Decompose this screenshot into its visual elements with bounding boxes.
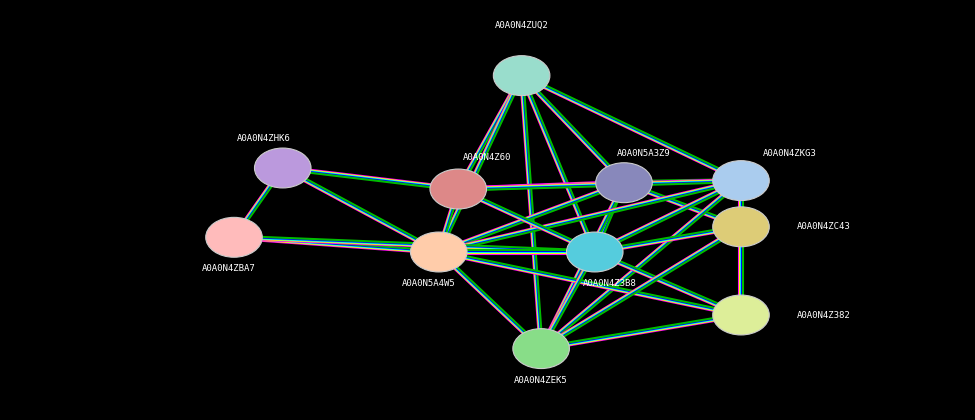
Text: A0A0N4ZUQ2: A0A0N4ZUQ2 bbox=[494, 21, 549, 30]
Text: A0A0N4ZBA7: A0A0N4ZBA7 bbox=[202, 264, 256, 273]
Text: A0A0N4Z3B8: A0A0N4Z3B8 bbox=[582, 279, 637, 288]
Ellipse shape bbox=[566, 232, 623, 272]
Ellipse shape bbox=[410, 232, 467, 272]
Ellipse shape bbox=[713, 161, 769, 200]
Text: A0A0N4Z60: A0A0N4Z60 bbox=[463, 153, 512, 162]
Ellipse shape bbox=[513, 328, 569, 369]
Ellipse shape bbox=[713, 207, 769, 247]
Text: A0A0N4ZKG3: A0A0N4ZKG3 bbox=[762, 149, 817, 158]
Text: A0A0N5A3Z9: A0A0N5A3Z9 bbox=[616, 149, 671, 158]
Ellipse shape bbox=[206, 218, 262, 257]
Ellipse shape bbox=[596, 163, 652, 202]
Text: A0A0N5A4W5: A0A0N5A4W5 bbox=[402, 279, 456, 288]
Text: A0A0N4ZHK6: A0A0N4ZHK6 bbox=[236, 134, 291, 143]
Text: A0A0N4ZC43: A0A0N4ZC43 bbox=[797, 222, 851, 231]
Ellipse shape bbox=[493, 55, 550, 95]
Ellipse shape bbox=[713, 295, 769, 335]
Text: A0A0N4Z382: A0A0N4Z382 bbox=[797, 310, 851, 320]
Text: A0A0N4ZEK5: A0A0N4ZEK5 bbox=[514, 375, 568, 385]
Ellipse shape bbox=[254, 148, 311, 188]
Ellipse shape bbox=[430, 169, 487, 209]
